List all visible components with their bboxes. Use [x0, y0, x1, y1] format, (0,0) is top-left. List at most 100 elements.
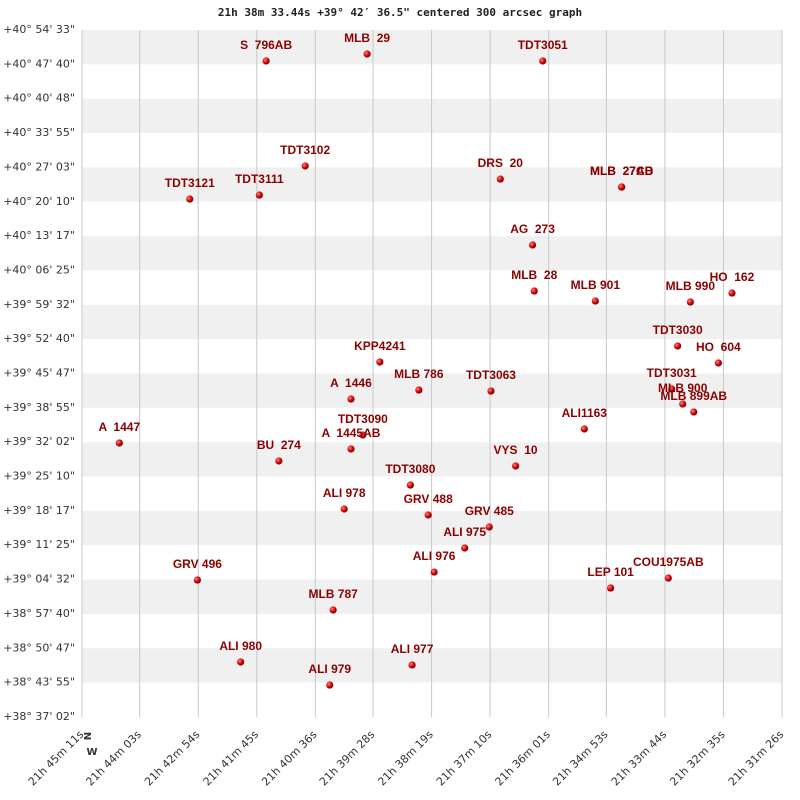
y-tick-label: +40° 06' 25" — [3, 263, 75, 276]
x-tick-label: 21h 37m 10s — [434, 728, 495, 789]
star-point — [674, 342, 682, 350]
star-label: MLB 786 — [394, 367, 444, 381]
star-label: ALI 976 — [413, 549, 456, 563]
y-tick-label: +39° 04' 32" — [3, 573, 75, 586]
star-point — [430, 568, 438, 576]
star-point — [329, 606, 337, 614]
star-label: ALI 979 — [308, 662, 351, 676]
star-point — [363, 50, 371, 58]
star-point — [237, 658, 245, 666]
x-tick-label: 21h 33m 44s — [609, 728, 670, 789]
star-label: AG 273 — [510, 222, 555, 236]
star-label: A 1447 — [99, 420, 141, 434]
star-point — [714, 359, 722, 367]
star-label: MLB 27AB — [590, 164, 654, 178]
y-tick-label: +39° 32' 02" — [3, 435, 75, 448]
star-point — [262, 57, 270, 65]
west-label: W — [86, 747, 97, 758]
star-point — [664, 574, 672, 582]
star-point — [607, 584, 615, 592]
star-point — [530, 287, 538, 295]
star-label: ALI1163 — [562, 406, 608, 420]
north-label: N — [83, 732, 94, 740]
star-label: ALI 980 — [219, 639, 262, 653]
star-label: MLB 27CD — [590, 164, 654, 178]
star-point — [255, 191, 263, 199]
stars: S 796AB MLB 29 TDT3051 TDT3102 DRS 20 MLB 27A… — [99, 31, 755, 689]
y-tick-label: +39° 11' 25" — [3, 538, 75, 551]
x-tick-label: 21h 45m 11s — [26, 728, 87, 789]
x-tick-label: 21h 31m 26s — [726, 728, 787, 789]
star-point — [679, 400, 687, 408]
y-tick-label: +40° 33' 55" — [3, 126, 75, 139]
star-label: MLB 899AB — [660, 389, 727, 403]
x-tick-label: 21h 32m 35s — [667, 728, 728, 789]
star-point — [728, 289, 736, 297]
star-point — [686, 298, 694, 306]
x-tick-label: 21h 36m 01s — [493, 728, 554, 789]
star-label: VYS 10 — [494, 443, 538, 457]
x-tick-label: 21h 42m 54s — [142, 728, 203, 789]
star-label: A 1445AB — [322, 426, 381, 440]
star-point — [496, 175, 504, 183]
star-label: HO 162 — [710, 270, 755, 284]
star-label: TDT3121 — [165, 176, 215, 190]
star-label: S 796AB — [240, 38, 292, 52]
star-label: MLB 990 — [666, 279, 716, 293]
y-tick-label: +39° 59' 32" — [3, 298, 75, 311]
star-label: TDT3111 — [235, 172, 284, 186]
star-label: MLB 28 — [511, 268, 557, 282]
star-point — [690, 408, 698, 416]
star-point — [359, 431, 367, 439]
y-tick-label: +40° 13' 17" — [3, 229, 75, 242]
y-tick-label: +40° 54' 33" — [3, 23, 75, 36]
x-tick-label: 21h 38m 19s — [375, 728, 436, 789]
y-tick-label: +38° 37' 02" — [3, 710, 75, 723]
star-label: HO 604 — [696, 340, 741, 354]
star-label: GRV 496 — [173, 557, 222, 571]
y-tick-label: +40° 47' 40" — [3, 57, 75, 70]
star-point — [193, 576, 201, 584]
star-point — [326, 681, 334, 689]
grid-lines — [81, 30, 783, 717]
star-label: MLB 787 — [308, 587, 358, 601]
star-point — [485, 523, 493, 531]
y-tick-label: +39° 52' 40" — [3, 332, 75, 345]
star-point — [301, 162, 309, 170]
star-point — [376, 358, 384, 366]
star-label: A 1446 — [330, 376, 372, 390]
star-point — [487, 387, 495, 395]
star-label: MLB 901 — [571, 278, 621, 292]
star-label: LEP 101 — [587, 565, 634, 579]
y-tick-label: +38° 57' 40" — [3, 607, 75, 620]
y-tick-label: +38° 50' 47" — [3, 641, 75, 654]
star-point — [580, 425, 588, 433]
y-tick-label: +40° 27' 03" — [3, 160, 75, 173]
y-tick-label: +38° 43' 55" — [3, 676, 75, 689]
y-tick-label: +39° 25' 10" — [3, 470, 75, 483]
star-label: TDT3102 — [280, 143, 330, 157]
star-point — [539, 57, 547, 65]
star-label: TDT3031 — [647, 366, 697, 380]
y-tick-label: +39° 45' 47" — [3, 367, 75, 380]
star-label: ALI 975 — [443, 525, 486, 539]
star-point — [415, 386, 423, 394]
star-point — [591, 297, 599, 305]
star-point — [275, 457, 283, 465]
star-point — [115, 439, 123, 447]
star-point — [668, 385, 676, 393]
star-label: MLB 29 — [344, 31, 390, 45]
chart-title: 21h 38m 33.44s +39° 42′ 36.5" centered 3… — [218, 6, 582, 19]
star-label: DRS 20 — [478, 156, 524, 170]
x-tick-label: 21h 41m 45s — [201, 728, 262, 789]
y-tick-label: +40° 40' 48" — [3, 92, 75, 105]
star-point — [347, 395, 355, 403]
star-point — [340, 505, 348, 513]
star-label: COU1975AB — [633, 555, 704, 569]
y-tick-label: +40° 20' 10" — [3, 195, 75, 208]
x-tick-label: 21h 39m 28s — [317, 728, 378, 789]
star-label: GRV 485 — [465, 504, 514, 518]
star-point — [461, 544, 469, 552]
star-point — [186, 195, 194, 203]
star-point — [424, 511, 432, 519]
